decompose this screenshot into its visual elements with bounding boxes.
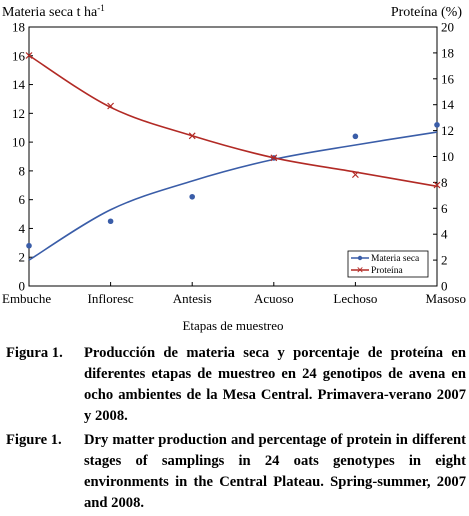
right-tick-label: 6 <box>441 201 448 216</box>
x-axis: Embuche Infloresc Antesis Acuoso Lechoso Maso… <box>2 282 466 306</box>
x-tick-label: Embuche <box>2 291 51 306</box>
left-tick-label: 2 <box>19 250 26 265</box>
data-point-proteina <box>107 102 115 110</box>
caption-english-label: Figure 1. <box>6 432 62 448</box>
left-axis-title-main: Materia seca t ha <box>2 5 98 20</box>
plot-frame <box>28 26 438 287</box>
legend-marker-proteina: ✕ <box>356 265 364 275</box>
x-axis-title: Etapas de muestreo <box>182 318 283 333</box>
left-tick-label: 10 <box>12 135 25 150</box>
series-layer <box>25 52 441 261</box>
left-tick-label: 6 <box>19 192 26 207</box>
cross-stroke <box>270 154 278 162</box>
x-tick-label: Acuoso <box>254 291 294 306</box>
legend: Materia seca ✕ Proteína <box>347 250 429 278</box>
left-tick-label: 18 <box>12 20 25 35</box>
legend-label-materia: Materia seca <box>371 254 420 264</box>
x-tick-label: Antesis <box>173 291 212 306</box>
right-tick-label: 16 <box>441 71 455 86</box>
caption-spanish-label: Figura 1. <box>6 345 63 361</box>
caption-spanish: Figura 1. Producción de materia seca y p… <box>6 343 466 427</box>
right-axis-title: Proteína (%) <box>391 5 462 20</box>
data-point-proteina <box>188 132 196 140</box>
right-tick-label: 10 <box>441 149 454 164</box>
x-tick-label: Infloresc <box>87 291 133 306</box>
data-point-materia <box>189 193 195 200</box>
data-point-materia <box>352 133 359 140</box>
legend-box <box>347 250 429 278</box>
left-tick-label: 4 <box>19 221 26 236</box>
right-tick-label: 18 <box>441 45 454 60</box>
cross-stroke <box>25 52 33 59</box>
left-axis-title: Materia seca t ha-1 <box>2 3 105 20</box>
left-axis: 0 2 4 6 8 10 12 14 16 18 <box>12 20 33 294</box>
x-tick-label: Lechoso <box>333 291 377 306</box>
caption-spanish-text: Producción de materia seca y porcentaje … <box>84 345 466 424</box>
left-tick-label: 8 <box>19 163 26 178</box>
chart: Materia seca t ha-1 Proteína (%) 0 2 4 6 8 10… <box>2 3 466 333</box>
data-point-proteina <box>25 52 33 59</box>
right-tick-label: 0 <box>441 279 448 294</box>
cross-stroke <box>433 181 441 189</box>
x-tick-label: Masoso <box>426 291 466 306</box>
data-point-materia <box>107 218 114 225</box>
right-tick-label: 20 <box>441 20 454 35</box>
right-tick-label: 12 <box>441 123 454 138</box>
cross-stroke <box>351 171 359 179</box>
cross-stroke <box>107 102 115 110</box>
legend-label-proteina: Proteína <box>371 266 403 276</box>
series-line-0 <box>28 131 438 261</box>
series-line-1 <box>28 54 438 188</box>
data-point-materia <box>26 242 32 249</box>
right-axis: 0 2 4 6 8 10 12 14 16 18 20 <box>433 20 455 294</box>
data-point-proteina <box>433 181 441 189</box>
left-axis-title-sup: -1 <box>97 3 105 13</box>
left-tick-label: 0 <box>19 279 26 294</box>
legend-marker-materia <box>357 255 363 261</box>
left-tick-label: 14 <box>12 77 26 92</box>
data-point-proteina <box>351 171 359 179</box>
cross-stroke <box>188 132 196 140</box>
right-tick-label: 4 <box>441 227 448 242</box>
caption-english-text: Dry matter production and percentage of … <box>84 432 466 511</box>
right-tick-label: 8 <box>441 175 448 190</box>
right-tick-label: 2 <box>441 253 448 268</box>
left-tick-label: 16 <box>12 48 26 63</box>
data-point-materia <box>434 122 440 128</box>
right-tick-label: 14 <box>441 97 455 112</box>
caption-english: Figure 1. Dry matter production and perc… <box>6 430 466 514</box>
left-tick-label: 12 <box>12 106 25 121</box>
data-point-proteina <box>270 154 278 162</box>
